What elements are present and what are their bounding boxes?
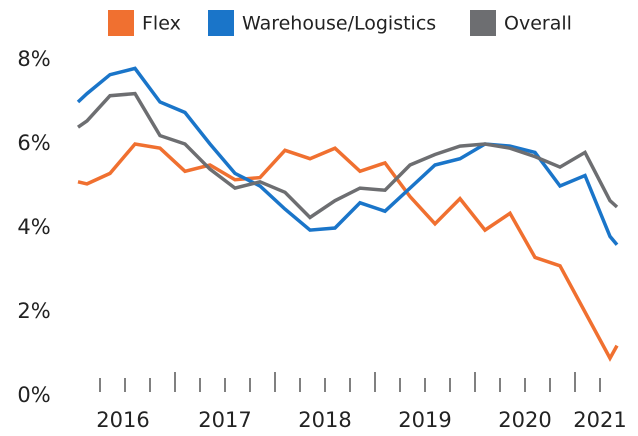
line-series [77,142,619,362]
y-tick-label: 6% [17,131,50,155]
x-tick-label: 2020 [498,408,551,432]
legend-label: Flex [142,13,181,35]
x-tick-label: 2016 [96,408,149,432]
legend-swatch [208,10,234,36]
x-tick-label: 2019 [398,408,451,432]
legend-label: Overall [504,13,572,35]
legend-swatch [470,10,496,36]
y-tick-label: 0% [17,383,50,407]
line-series [76,91,619,220]
legend-label: Warehouse/Logistics [242,13,436,35]
y-tick-label: 4% [17,215,50,239]
y-tick-label: 8% [17,47,50,71]
y-tick-label: 2% [17,299,50,323]
x-tick-label: 2021 [573,408,626,432]
x-tick-label: 2017 [198,408,251,432]
legend-swatch [108,10,134,36]
x-tick-label: 2018 [298,408,351,432]
